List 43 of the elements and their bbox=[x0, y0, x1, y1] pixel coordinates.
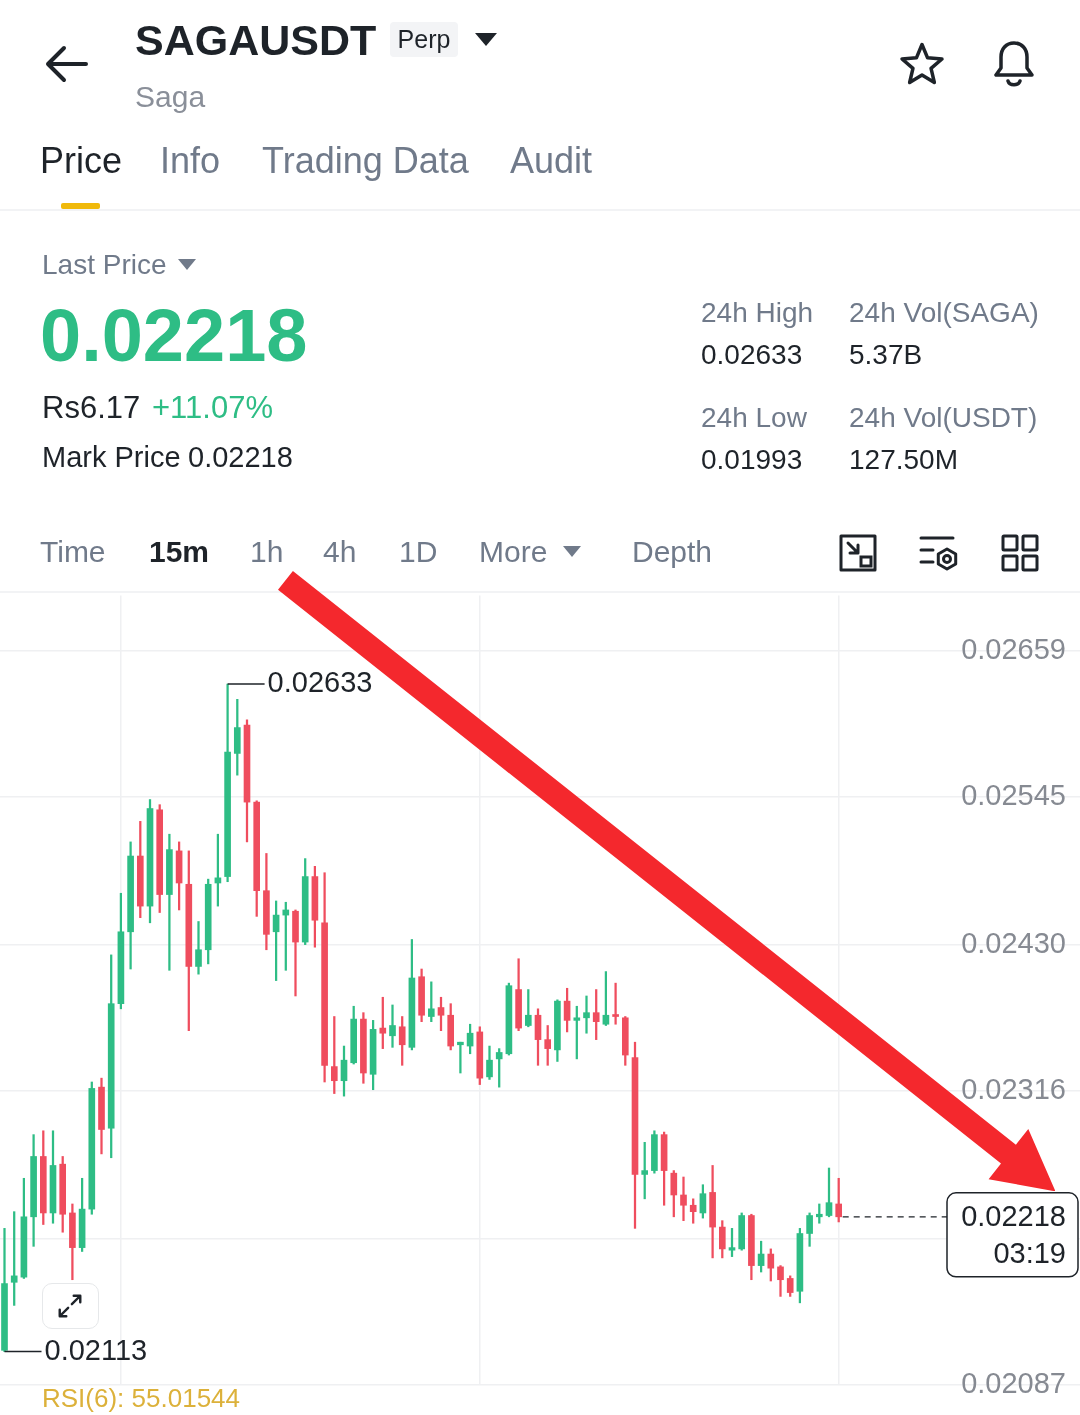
text: 24h High bbox=[701, 297, 814, 330]
text: 127.50M bbox=[849, 444, 958, 477]
y-tick-label: 0.02316 bbox=[961, 1072, 1066, 1105]
candlestick bbox=[583, 995, 590, 1034]
text: Trading Data bbox=[262, 140, 469, 182]
text: Info bbox=[160, 140, 221, 182]
badge: Perp bbox=[390, 22, 458, 57]
text: 0.02633 bbox=[701, 339, 803, 372]
text: 0.02218 bbox=[40, 293, 308, 379]
text: Audit bbox=[510, 140, 593, 182]
text: 1h bbox=[250, 535, 284, 570]
text: 24h Vol(USDT) bbox=[849, 402, 1038, 435]
text: Depth bbox=[632, 535, 713, 570]
text: 03:19 bbox=[993, 1236, 1066, 1269]
text: 1D bbox=[399, 535, 438, 570]
annotation: 0.02113 bbox=[44, 1333, 148, 1366]
text: 24h Low bbox=[701, 402, 807, 435]
text: 0.02218 bbox=[188, 441, 293, 475]
text: 4h bbox=[323, 535, 357, 570]
y-tick-label: 0.02087 bbox=[961, 1367, 1066, 1399]
y-tick-label: 0.02545 bbox=[961, 778, 1066, 811]
text: 15m bbox=[149, 535, 210, 570]
candlestick bbox=[612, 982, 619, 1025]
text: Last Price bbox=[42, 249, 167, 282]
candlestick bbox=[457, 1041, 464, 1074]
annotation: 0.02633 bbox=[267, 665, 373, 698]
chart-title: SAGAUSDT bbox=[135, 16, 377, 66]
text: 5.37B bbox=[849, 339, 923, 372]
text: Price bbox=[40, 140, 123, 182]
text: 24h Vol(SAGA) bbox=[849, 297, 1039, 330]
text: Time bbox=[40, 535, 106, 570]
y-tick-label: 0.02659 bbox=[961, 632, 1066, 665]
text: Rs6.17 bbox=[42, 390, 141, 426]
text: Mark Price bbox=[42, 441, 181, 475]
text: More bbox=[479, 535, 548, 570]
chart-subtitle: Saga bbox=[135, 80, 206, 115]
candlestick bbox=[680, 1176, 687, 1221]
candlestick bbox=[389, 1004, 396, 1048]
annotation: RSI(6): 55.01544 bbox=[42, 1383, 241, 1414]
y-tick-label: 0.02430 bbox=[961, 926, 1066, 959]
text: +11.07% bbox=[152, 390, 273, 426]
ref-line-label: 0.02218 bbox=[961, 1199, 1066, 1232]
text: 0.01993 bbox=[701, 444, 803, 477]
